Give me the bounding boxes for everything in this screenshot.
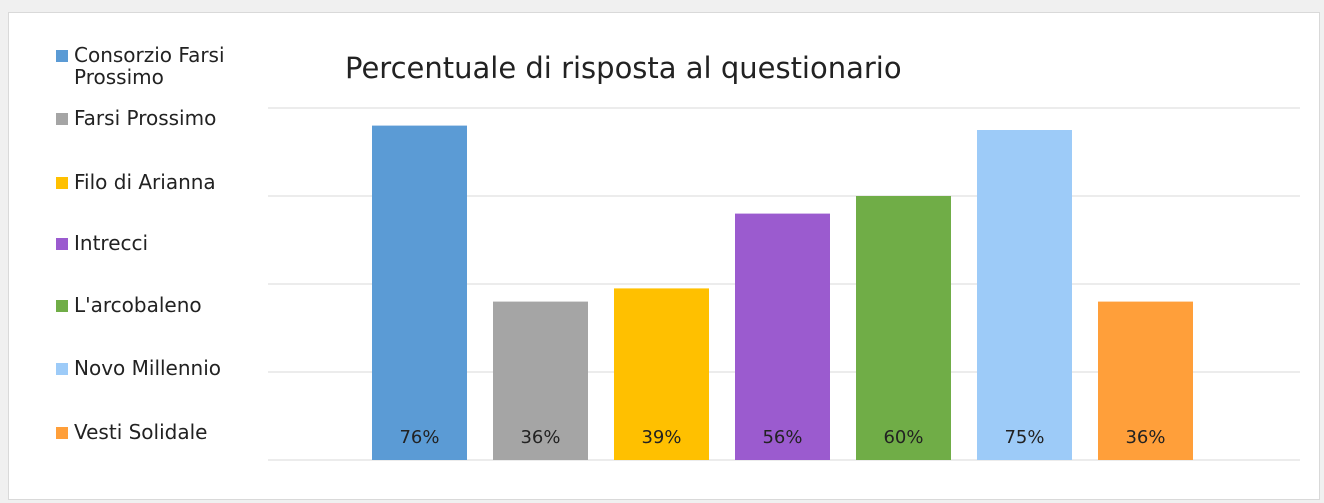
bar xyxy=(735,213,830,460)
value-label: 36% xyxy=(1125,427,1165,448)
legend-swatch xyxy=(56,50,68,62)
value-label: 36% xyxy=(520,427,560,448)
value-label: 60% xyxy=(883,427,923,448)
value-label: 56% xyxy=(762,427,802,448)
legend-label: Filo di Arianna xyxy=(74,170,216,194)
legend-item: Intrecci xyxy=(52,232,262,254)
legend-item: L'arcobaleno xyxy=(52,294,262,316)
legend-item: Consorzio Farsi Prossimo xyxy=(52,44,262,88)
value-label: 39% xyxy=(641,427,681,448)
legend-item: Farsi Prossimo xyxy=(52,107,262,129)
bar xyxy=(1098,301,1193,460)
legend-label: Intrecci xyxy=(74,231,149,255)
legend-swatch xyxy=(56,427,68,439)
value-label: 75% xyxy=(1004,427,1044,448)
legend-swatch xyxy=(56,300,68,312)
legend-label: Consorzio Farsi Prossimo xyxy=(74,43,225,89)
legend-item: Filo di Arianna xyxy=(52,171,262,193)
legend-label: Novo Millennio xyxy=(74,356,222,380)
legend-swatch xyxy=(56,177,68,189)
chart-title: Percentuale di risposta al questionario xyxy=(345,51,902,85)
legend-item: Vesti Solidale xyxy=(52,421,262,443)
legend-label: L'arcobaleno xyxy=(74,293,202,317)
bar xyxy=(493,301,588,460)
legend-label: Farsi Prossimo xyxy=(74,106,217,130)
bar xyxy=(614,288,709,460)
legend-label: Vesti Solidale xyxy=(74,420,208,444)
bar xyxy=(977,130,1072,460)
legend-swatch xyxy=(56,238,68,250)
legend-item: Novo Millennio xyxy=(52,357,262,379)
legend-swatch xyxy=(56,363,68,375)
bar xyxy=(372,125,467,460)
bar xyxy=(856,196,951,460)
legend-swatch xyxy=(56,113,68,125)
value-label: 76% xyxy=(399,427,439,448)
